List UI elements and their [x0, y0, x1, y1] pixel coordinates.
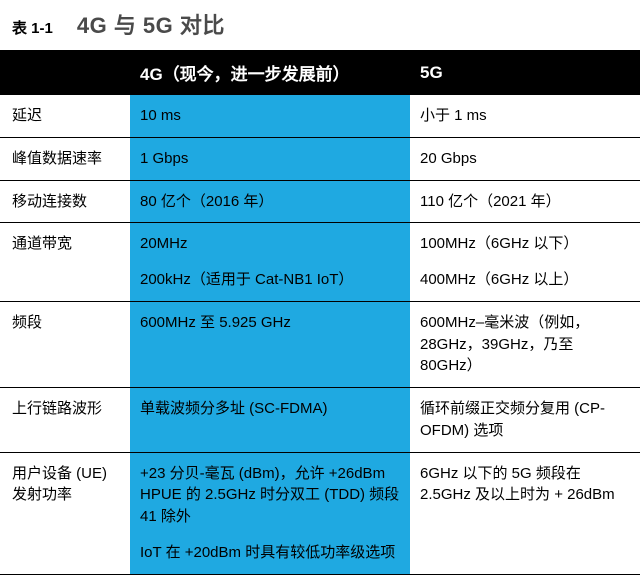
table-row: 峰值数据速率1 Gbps20 Gbps: [0, 137, 640, 180]
cell-4g: 1 Gbps: [130, 137, 410, 180]
cell-4g-line: 200kHz（适用于 Cat-NB1 IoT）: [140, 255, 400, 291]
table-row: 用户设备 (UE) 发射功率+23 分贝-毫瓦 (dBm)，允许 +26dBm …: [0, 452, 640, 574]
caption-prefix: 表 1-1: [12, 17, 53, 38]
cell-4g: 20MHz 200kHz（适用于 Cat-NB1 IoT）: [130, 223, 410, 302]
table-row: 上行链路波形单载波频分多址 (SC-FDMA)循环前缀正交频分复用 (CP-OF…: [0, 388, 640, 453]
cell-5g: 循环前缀正交频分复用 (CP-OFDM) 选项: [410, 388, 640, 453]
row-label: 移动连接数: [0, 180, 130, 223]
table-row: 延迟10 ms小于 1 ms: [0, 95, 640, 137]
cell-5g: 20 Gbps: [410, 137, 640, 180]
row-label: 峰值数据速率: [0, 137, 130, 180]
row-label: 延迟: [0, 95, 130, 137]
cell-5g: 600MHz–毫米波（例如，28GHz，39GHz，乃至 80GHz）: [410, 301, 640, 387]
cell-4g-line: +23 分贝-毫瓦 (dBm)，允许 +26dBm HPUE 的 2.5GHz …: [140, 465, 399, 526]
comparison-table: 4G（现今，进一步发展前） 5G 延迟10 ms小于 1 ms峰值数据速率1 G…: [0, 50, 640, 575]
caption-title: 4G 与 5G 对比: [77, 8, 225, 40]
cell-4g: +23 分贝-毫瓦 (dBm)，允许 +26dBm HPUE 的 2.5GHz …: [130, 452, 410, 574]
cell-4g-line: IoT 在 +20dBm 时具有较低功率级选项: [140, 528, 400, 564]
table-row: 通道带宽 20MHz 200kHz（适用于 Cat-NB1 IoT） 100MHz（6…: [0, 223, 640, 302]
table-body: 延迟10 ms小于 1 ms峰值数据速率1 Gbps20 Gbps移动连接数80…: [0, 95, 640, 574]
col-header-4g: 4G（现今，进一步发展前）: [130, 50, 410, 95]
col-header-label: [0, 50, 130, 95]
page-root: 表 1-1 4G 与 5G 对比 4G（现今，进一步发展前） 5G 延迟10 m…: [0, 0, 640, 575]
cell-5g-line: 100MHz（6GHz 以下）: [420, 235, 578, 252]
cell-5g-line: 400MHz（6GHz 以上）: [420, 255, 630, 291]
row-label: 通道带宽: [0, 223, 130, 302]
cell-5g: 6GHz 以下的 5G 频段在 2.5GHz 及以上时为 + 26dBm: [410, 452, 640, 574]
row-label: 上行链路波形: [0, 388, 130, 453]
cell-4g: 600MHz 至 5.925 GHz: [130, 301, 410, 387]
cell-5g: 100MHz（6GHz 以下） 400MHz（6GHz 以上）: [410, 223, 640, 302]
row-label: 用户设备 (UE) 发射功率: [0, 452, 130, 574]
cell-4g: 80 亿个（2016 年）: [130, 180, 410, 223]
cell-4g-line: 20MHz: [140, 235, 188, 252]
table-caption: 表 1-1 4G 与 5G 对比: [0, 0, 640, 50]
cell-5g: 小于 1 ms: [410, 95, 640, 137]
table-header-row: 4G（现今，进一步发展前） 5G: [0, 50, 640, 95]
cell-5g: 110 亿个（2021 年）: [410, 180, 640, 223]
col-header-5g: 5G: [410, 50, 640, 95]
cell-4g: 单载波频分多址 (SC-FDMA): [130, 388, 410, 453]
cell-4g: 10 ms: [130, 95, 410, 137]
row-label: 频段: [0, 301, 130, 387]
table-row: 移动连接数80 亿个（2016 年）110 亿个（2021 年）: [0, 180, 640, 223]
table-row: 频段600MHz 至 5.925 GHz600MHz–毫米波（例如，28GHz，…: [0, 301, 640, 387]
